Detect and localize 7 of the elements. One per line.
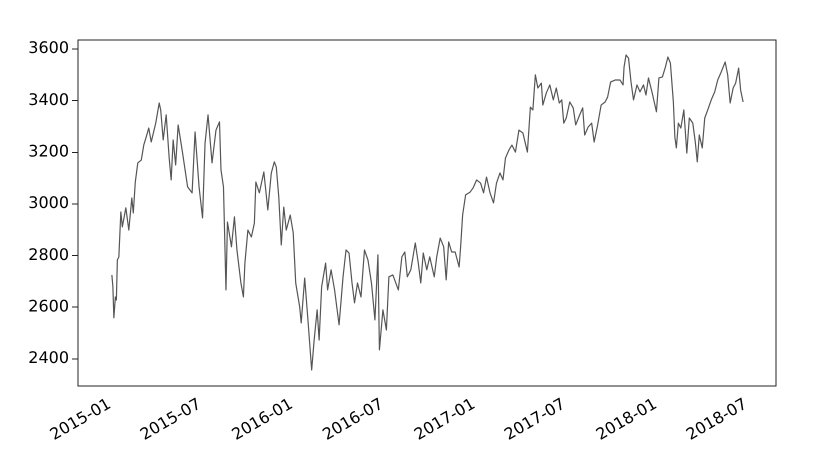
y-tick-label: 3000	[28, 193, 69, 212]
y-tick-label: 2600	[28, 296, 69, 316]
y-tick-label: 2400	[28, 348, 69, 368]
y-tick-label: 3400	[28, 90, 69, 109]
y-tick-label: 2800	[28, 244, 69, 264]
y-tick-label: 3200	[28, 141, 69, 160]
y-tick-label: 3600	[28, 38, 69, 58]
